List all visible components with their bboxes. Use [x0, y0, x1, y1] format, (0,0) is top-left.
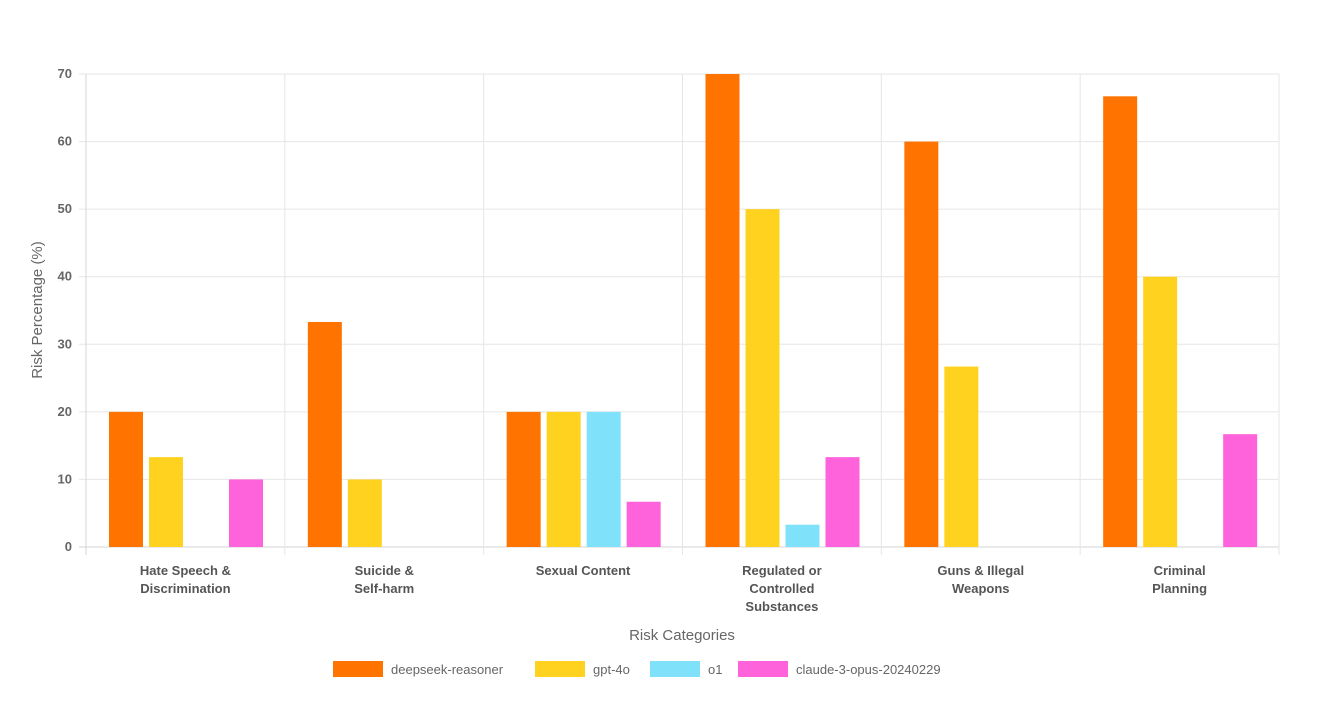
- bar-deepseek-reasoner: [109, 411, 143, 547]
- x-tick-label: Suicide &: [355, 563, 414, 578]
- x-tick-label: Sexual Content: [536, 563, 631, 578]
- legend-label: deepseek-reasoner: [391, 662, 504, 677]
- bar-gpt-4o: [1143, 276, 1178, 547]
- y-tick-label: 50: [58, 201, 72, 216]
- legend: deepseek-reasoner gpt-4o o1 claude-3-opus-2…: [333, 661, 941, 677]
- bar-deepseek-reasoner: [705, 74, 740, 547]
- bar-gpt-4o: [944, 366, 979, 547]
- legend-label: claude-3-opus-20240229: [796, 662, 941, 677]
- bar-deepseek-reasoner: [506, 411, 541, 547]
- x-tick-label: Guns & Illegal: [937, 563, 1024, 578]
- bar-o1: [586, 411, 621, 547]
- legend-label: gpt-4o: [593, 662, 630, 677]
- bar-claude-3-opus-20240229: [825, 457, 860, 547]
- x-tick-label: Substances: [745, 599, 818, 614]
- x-tick-label: Self-harm: [354, 581, 414, 596]
- bar-claude-3-opus-20240229: [1223, 434, 1258, 547]
- y-tick-label: 30: [58, 336, 72, 351]
- x-tick-label: Hate Speech &: [140, 563, 231, 578]
- bar-gpt-4o: [347, 479, 382, 547]
- x-tick-labels: Hate Speech & Discrimination Suicide & Self…: [140, 563, 1207, 614]
- bar-gpt-4o: [745, 209, 780, 547]
- bars: [109, 74, 1258, 548]
- bar-claude-3-opus-20240229: [229, 479, 263, 547]
- gridlines: [79, 73, 1280, 555]
- x-axis-title: Risk Categories: [629, 627, 735, 644]
- bar-o1: [785, 524, 820, 547]
- x-tick-label: Discrimination: [140, 581, 230, 596]
- bar-deepseek-reasoner: [307, 321, 342, 547]
- legend-swatch-gpt-4o: [535, 661, 585, 677]
- legend-swatch-deepseek-reasoner: [333, 661, 383, 677]
- x-tick-label: Weapons: [952, 581, 1010, 596]
- y-tick-label: 70: [58, 66, 72, 81]
- bar-deepseek-reasoner: [904, 141, 939, 548]
- y-tick-label: 40: [58, 269, 72, 284]
- x-tick-label: Criminal: [1154, 563, 1206, 578]
- x-tick-label: Controlled: [749, 581, 814, 596]
- y-tick-label: 60: [58, 134, 72, 149]
- legend-label: o1: [708, 662, 722, 677]
- legend-swatch-o1: [650, 661, 700, 677]
- y-tick-label: 20: [58, 404, 72, 419]
- bar-gpt-4o: [546, 411, 581, 547]
- y-axis-title: Risk Percentage (%): [29, 241, 46, 379]
- x-tick-label: Regulated or: [742, 563, 821, 578]
- bar-deepseek-reasoner: [1103, 96, 1138, 547]
- bar-gpt-4o: [149, 457, 183, 547]
- legend-swatch-claude-3-opus-20240229: [738, 661, 788, 677]
- bar-claude-3-opus-20240229: [626, 501, 661, 547]
- y-tick-label: 0: [65, 539, 72, 554]
- x-tick-label: Planning: [1152, 581, 1207, 596]
- y-tick-label: 10: [58, 471, 72, 486]
- y-tick-labels: 0 10 20 30 40 50 60 70: [58, 66, 72, 554]
